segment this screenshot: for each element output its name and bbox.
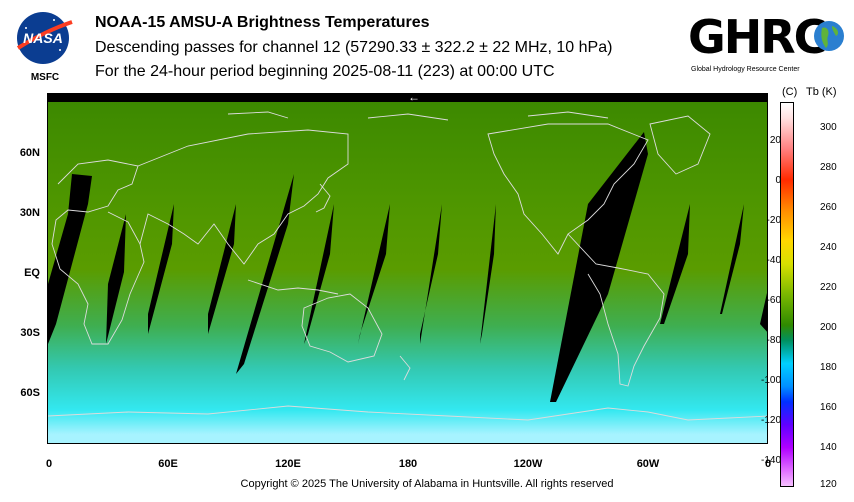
colorbar-k-tick: 120 <box>820 479 837 490</box>
colorbar-kelvin-header: Tb (K) <box>806 86 837 98</box>
ghrc-subtitle: Global Hydrology Resource Center <box>691 66 800 73</box>
swath-gap <box>236 174 294 374</box>
page-title: NOAA-15 AMSU-A Brightness Temperatures <box>95 14 430 31</box>
colorbar-c-tick: -100 <box>760 375 781 386</box>
lat-label-30n: 30N <box>19 207 40 219</box>
coastline-north-america <box>487 123 649 255</box>
lon-label-0: 0 <box>45 458 53 470</box>
lon-label-120e: 120E <box>275 458 301 470</box>
swath-gap <box>358 204 390 344</box>
nasa-logo: NASA MSFC <box>14 10 76 83</box>
swath-gap <box>148 204 174 334</box>
swath-gaps <box>48 132 767 402</box>
lon-label-120w: 120W <box>513 458 543 470</box>
globe-icon <box>814 21 844 51</box>
colorbar-c-tick: -20 <box>766 215 781 226</box>
swath-gap <box>760 292 767 332</box>
lat-label-60s: 60S <box>20 387 40 399</box>
swath-gap <box>480 204 496 344</box>
swath-gap <box>550 132 648 402</box>
coastline-south-america <box>567 233 665 387</box>
lat-label-60n: 60N <box>19 147 40 159</box>
colorbar-c-tick: -80 <box>766 335 781 346</box>
map-background <box>48 94 767 443</box>
swath-gap <box>48 174 92 344</box>
swath-gap <box>420 204 442 344</box>
swath-gap <box>660 204 690 324</box>
title-block: NOAA-15 AMSU-A Brightness Temperatures D… <box>95 11 612 85</box>
colorbar-k-tick: 300 <box>820 122 837 133</box>
colorbar-k-tick: 280 <box>820 162 837 173</box>
copyright-footer: Copyright © 2025 The University of Alaba… <box>240 478 614 490</box>
colorbar-c-tick: -40 <box>766 255 781 266</box>
period-subtitle: For the 24-hour period beginning 2025-08… <box>95 63 555 80</box>
swath-gap <box>106 214 126 344</box>
brightness-temperature-map: ← <box>47 93 768 444</box>
orbit-direction-arrow: ← <box>408 94 420 104</box>
coastline-arctic-islands <box>227 111 609 121</box>
lon-label-0-right: 0 <box>764 458 772 470</box>
colorbar-k-tick: 240 <box>820 242 837 253</box>
coastline-greenland <box>649 115 711 175</box>
colorbar-k-tick: 140 <box>820 442 837 453</box>
swath-gap <box>208 204 236 334</box>
colorbar-c-tick: -140 <box>760 455 781 466</box>
lon-label-60w: 60W <box>636 458 660 470</box>
coastline-new-zealand <box>399 355 411 381</box>
coastline-europe-africa <box>51 159 145 345</box>
coastline-japan <box>315 183 331 213</box>
coastline-antarctica <box>48 405 767 421</box>
lon-label-60e: 60E <box>158 458 178 470</box>
coastlines <box>48 111 767 421</box>
ghrc-logo: GHRC Global Hydrology Resource Center <box>686 8 850 76</box>
colorbar-k-tick: 160 <box>820 402 837 413</box>
no-data-band <box>48 94 767 102</box>
lat-label-30s: 30S <box>20 327 40 339</box>
msfc-label: MSFC <box>31 72 59 82</box>
coastline-australia <box>301 293 383 363</box>
coastline-asia <box>137 129 349 265</box>
colorbar-k-tick: 180 <box>820 362 837 373</box>
lon-label-180: 180 <box>398 458 418 470</box>
lat-label-eq: EQ <box>24 267 40 279</box>
colorbar-c-tick: -60 <box>766 295 781 306</box>
colorbar-c-tick: -120 <box>760 415 781 426</box>
colorbar-celsius-header: (C) <box>782 86 798 98</box>
channel-subtitle: Descending passes for channel 12 (57290.… <box>95 38 613 56</box>
colorbar <box>780 102 794 487</box>
colorbar-c-tick: 0 <box>775 175 781 186</box>
colorbar-k-tick: 260 <box>820 202 837 213</box>
swath-gap <box>304 204 334 344</box>
ghrc-wordmark: GHRC <box>688 10 827 64</box>
nasa-wordmark: NASA <box>23 30 63 46</box>
coastline-indonesia <box>247 279 339 295</box>
colorbar-k-tick: 200 <box>820 322 837 333</box>
colorbar-k-tick: 220 <box>820 282 837 293</box>
colorbar-c-tick: 20 <box>769 135 781 146</box>
map-canvas: ← <box>48 94 767 443</box>
swath-gap <box>720 204 744 314</box>
